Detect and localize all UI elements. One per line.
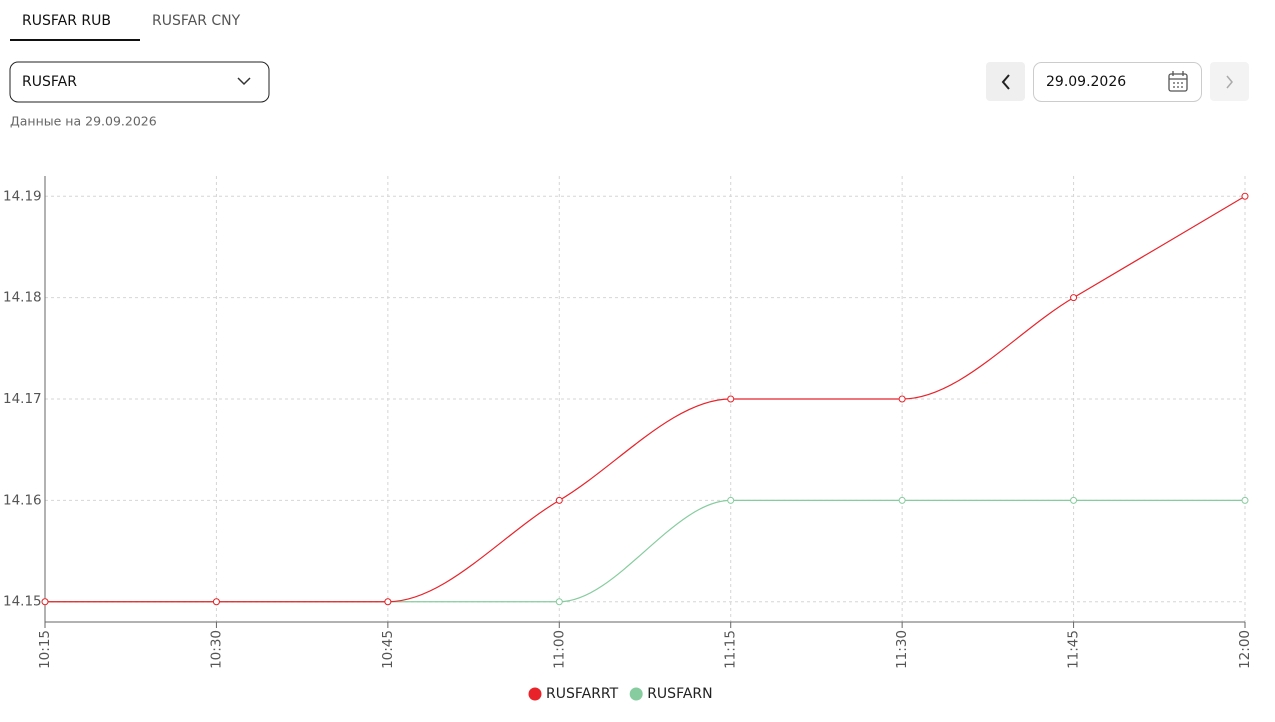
x-tick-label: 11:45	[1066, 630, 1082, 669]
tab-label[interactable]: RUSFAR CNY	[152, 13, 241, 29]
select[interactable]: RUSFAR	[9, 61, 270, 103]
point	[41, 598, 49, 606]
line	[44, 195, 1246, 603]
select-value: RUSFAR	[22, 74, 77, 90]
point	[212, 598, 220, 606]
point	[555, 598, 563, 606]
point	[555, 496, 563, 504]
next-button[interactable]	[1210, 62, 1249, 101]
line	[44, 499, 1245, 603]
point	[898, 395, 906, 403]
legend-swatch	[528, 687, 542, 701]
y-tick-label: 14.16	[3, 492, 42, 508]
arrow-left	[1001, 74, 1010, 90]
y-tick-label: 14.18	[3, 290, 42, 306]
legend-label: RUSFARRT	[546, 686, 619, 702]
point	[384, 598, 392, 606]
x-tick-label: 12:00	[1237, 630, 1253, 669]
arrow-right	[1226, 75, 1233, 89]
x-tick-label: 10:45	[380, 630, 396, 669]
y-tick-label: 14.17	[3, 391, 42, 407]
tab-label: RUSFAR RUB	[22, 13, 111, 29]
legend-label: RUSFARN	[647, 686, 712, 702]
point	[727, 496, 735, 504]
tab[interactable]: RUSFAR RUB	[10, 13, 140, 41]
point	[1070, 294, 1078, 302]
chevron	[237, 77, 251, 86]
x-tick-label: 11:00	[551, 630, 567, 669]
y-tick-label: 14.19	[3, 188, 42, 204]
tab-underline	[10, 39, 140, 41]
x-tick-label: 10:15	[37, 630, 53, 669]
calendar-icon	[1168, 71, 1188, 92]
point	[1070, 496, 1078, 504]
point	[1241, 192, 1249, 200]
x-tick-label: 10:30	[208, 630, 224, 669]
point	[898, 496, 906, 504]
input-box	[1033, 62, 1202, 102]
select-box	[9, 61, 270, 103]
date-value: 29.09.2026	[1046, 74, 1126, 90]
x-tick-label: 11:30	[894, 630, 910, 669]
date-input[interactable]: 29.09.2026	[1033, 62, 1202, 102]
x-tick-label: 11:15	[723, 630, 739, 669]
button-bg	[1210, 62, 1249, 101]
prev-button[interactable]	[986, 62, 1025, 101]
chart: 14.15 14.16 14.17 14.18 14.19 10:15 10:30 10:45…	[3, 176, 1253, 702]
point	[727, 395, 735, 403]
point	[1241, 496, 1249, 504]
legend-swatch	[629, 687, 643, 701]
button-bg	[986, 62, 1025, 101]
data-note: Данные на 29.09.2026	[10, 114, 157, 129]
y-tick-label: 14.15	[3, 594, 42, 610]
